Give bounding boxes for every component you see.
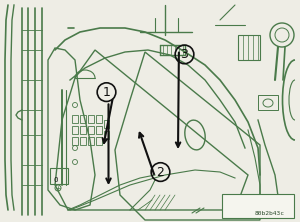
Bar (80, 126, 86, 134)
Bar (80, 115, 86, 123)
Bar (72, 115, 78, 123)
Bar (96, 126, 102, 134)
Bar (96, 137, 102, 145)
Bar (72, 126, 78, 134)
Text: 3: 3 (181, 48, 188, 61)
Bar (104, 120, 109, 128)
Bar (88, 115, 94, 123)
Bar (96, 115, 102, 123)
Bar (222, 194, 294, 218)
Text: 80b2b43c: 80b2b43c (255, 210, 285, 216)
Text: 1: 1 (103, 86, 110, 99)
Bar (72, 137, 78, 145)
Text: 2: 2 (157, 166, 164, 178)
Bar (258, 95, 278, 110)
Bar (88, 137, 94, 145)
Text: 0: 0 (53, 177, 58, 183)
Bar (88, 126, 94, 134)
Bar (238, 35, 260, 60)
Bar (50, 168, 68, 184)
Bar (80, 137, 86, 145)
Bar (104, 131, 109, 139)
